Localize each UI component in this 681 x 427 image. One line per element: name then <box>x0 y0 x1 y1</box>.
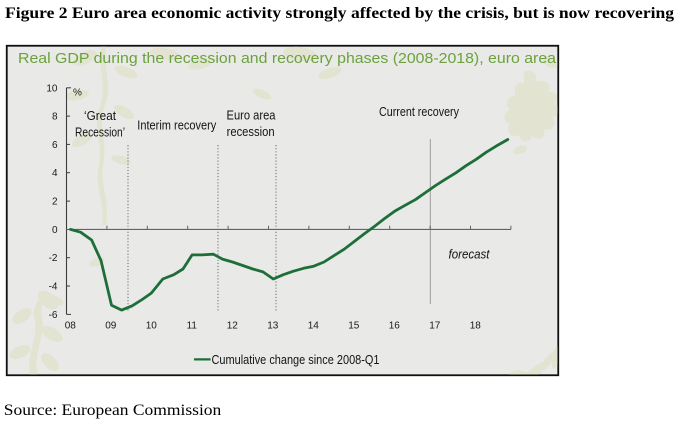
svg-text:15: 15 <box>348 321 360 332</box>
svg-text:11: 11 <box>187 321 198 332</box>
svg-text:forecast: forecast <box>449 247 491 262</box>
svg-text:16: 16 <box>389 321 401 332</box>
svg-text:6: 6 <box>52 140 58 151</box>
svg-text:-6: -6 <box>49 310 58 321</box>
svg-text:10: 10 <box>146 321 158 332</box>
svg-text:08: 08 <box>65 321 77 332</box>
svg-text:4: 4 <box>52 168 58 179</box>
svg-text:‘Great: ‘Great <box>84 108 116 123</box>
svg-text:Euro area: Euro area <box>227 108 277 123</box>
svg-text:recession: recession <box>227 124 275 139</box>
svg-text:-2: -2 <box>49 253 58 264</box>
svg-text:Recession’: Recession’ <box>75 125 125 140</box>
svg-text:12: 12 <box>227 321 239 332</box>
svg-text:18: 18 <box>470 321 482 332</box>
svg-text:Interim recovery: Interim recovery <box>137 118 216 133</box>
svg-text:Real GDP during the recession: Real GDP during the recession and recove… <box>18 50 557 67</box>
svg-text:Cumulative change since 2008-Q: Cumulative change since 2008-Q1 <box>212 352 380 367</box>
svg-text:-4: -4 <box>49 282 58 293</box>
svg-text:2: 2 <box>52 197 58 208</box>
svg-text:17: 17 <box>429 321 441 332</box>
svg-text:Source: European Commission: Source: European Commission <box>4 402 222 419</box>
svg-text:Figure 2 Euro area economic ac: Figure 2 Euro area economic activity str… <box>5 5 674 22</box>
svg-text:13: 13 <box>267 321 279 332</box>
svg-text:8: 8 <box>52 112 58 123</box>
svg-text:Current recovery: Current recovery <box>379 104 459 119</box>
svg-text:%: % <box>73 88 82 99</box>
svg-text:09: 09 <box>105 321 117 332</box>
svg-text:0: 0 <box>52 225 58 236</box>
svg-text:10: 10 <box>46 83 58 94</box>
svg-text:14: 14 <box>308 321 320 332</box>
